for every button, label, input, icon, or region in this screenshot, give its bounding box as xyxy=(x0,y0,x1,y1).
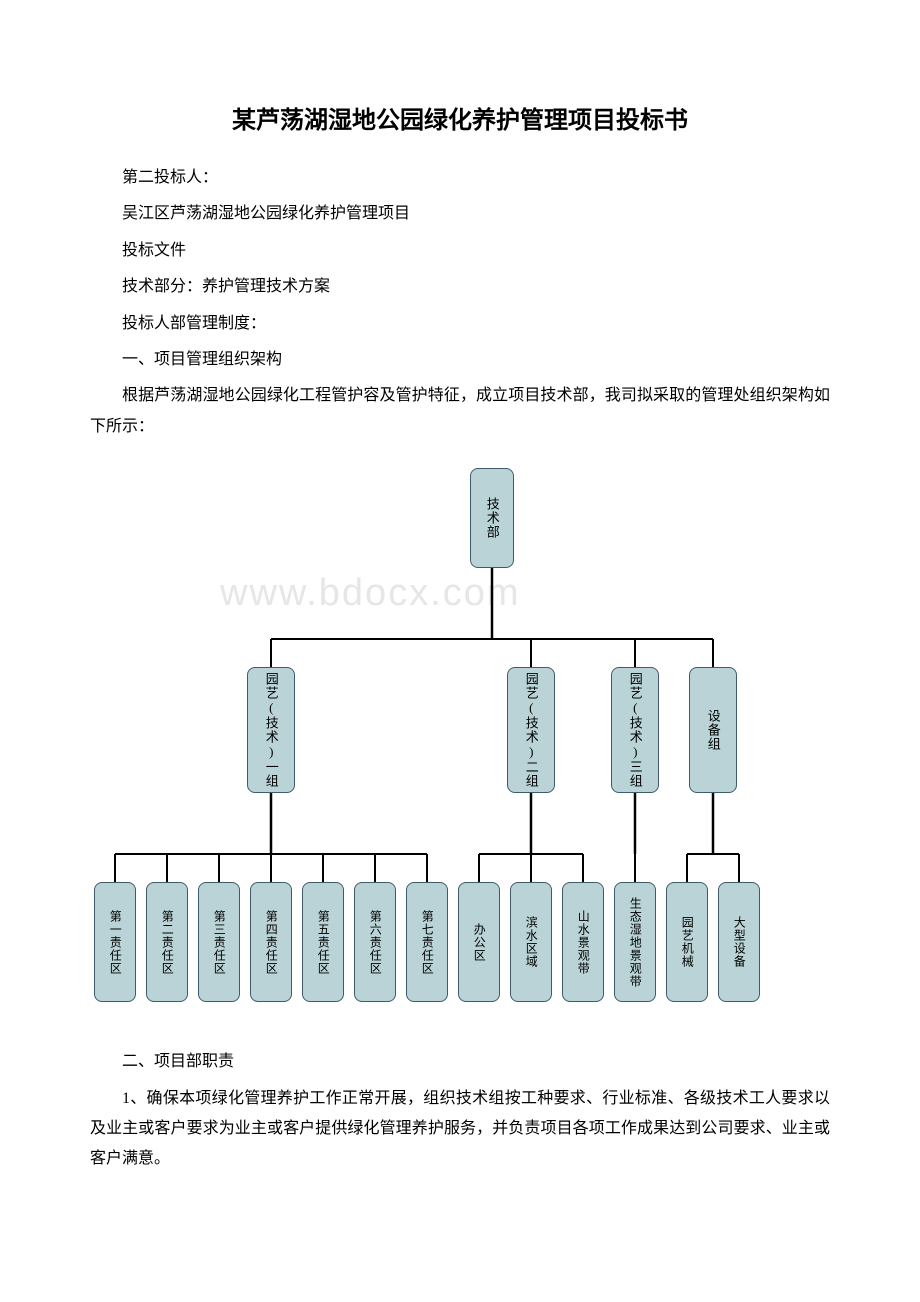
org-leaf-g1-0: 第一责任区 xyxy=(94,882,136,1002)
org-level2-2: 园艺(技术)三组 xyxy=(611,667,659,793)
org-leaf-g3-0: 生态湿地景观带 xyxy=(614,882,656,1002)
section-2-heading: 二、项目部职责 xyxy=(90,1047,830,1077)
org-chart: www.bdocx.com 第一责任区第二责任区第三责任区第四责任区第五责任区第… xyxy=(90,462,830,1017)
mgmt-system-line: 投标人部管理制度： xyxy=(90,309,830,339)
doc-type-line: 投标文件 xyxy=(90,236,830,266)
org-root: 技术部 xyxy=(470,468,514,568)
org-leaf-g1-1: 第二责任区 xyxy=(146,882,188,1002)
section-2-item-1: 1、确保本项绿化管理养护工作正常开展，组织技术组按工种要求、行业标准、各级技术工… xyxy=(90,1084,830,1175)
org-level2-3: 设备组 xyxy=(689,667,737,793)
section-1-body: 根据芦荡湖湿地公园绿化工程管护容及管护特征，成立项目技术部，我司拟采取的管理处组… xyxy=(90,381,830,442)
org-leaf-g1-3: 第四责任区 xyxy=(250,882,292,1002)
org-level2-0: 园艺(技术)一组 xyxy=(247,667,295,793)
project-name-line: 吴江区芦荡湖湿地公园绿化养护管理项目 xyxy=(90,199,830,229)
bidder-line: 第二投标人： xyxy=(90,163,830,193)
section-1-heading: 一、项目管理组织架构 xyxy=(90,345,830,375)
tech-section-line: 技术部分：养护管理技术方案 xyxy=(90,272,830,302)
org-leaf-g1-4: 第五责任区 xyxy=(302,882,344,1002)
org-level2-1: 园艺(技术)二组 xyxy=(507,667,555,793)
org-leaf-g2-2: 山水景观带 xyxy=(562,882,604,1002)
org-leaf-g2-1: 滨水区域 xyxy=(510,882,552,1002)
org-leaf-g1-2: 第三责任区 xyxy=(198,882,240,1002)
org-leaf-g4-0: 园艺机械 xyxy=(666,882,708,1002)
org-leaf-g1-6: 第七责任区 xyxy=(406,882,448,1002)
org-leaf-g1-5: 第六责任区 xyxy=(354,882,396,1002)
org-leaf-g4-1: 大型设备 xyxy=(718,882,760,1002)
document-title: 某芦荡湖湿地公园绿化养护管理项目投标书 xyxy=(90,100,830,135)
org-leaf-g2-0: 办公区 xyxy=(458,882,500,1002)
